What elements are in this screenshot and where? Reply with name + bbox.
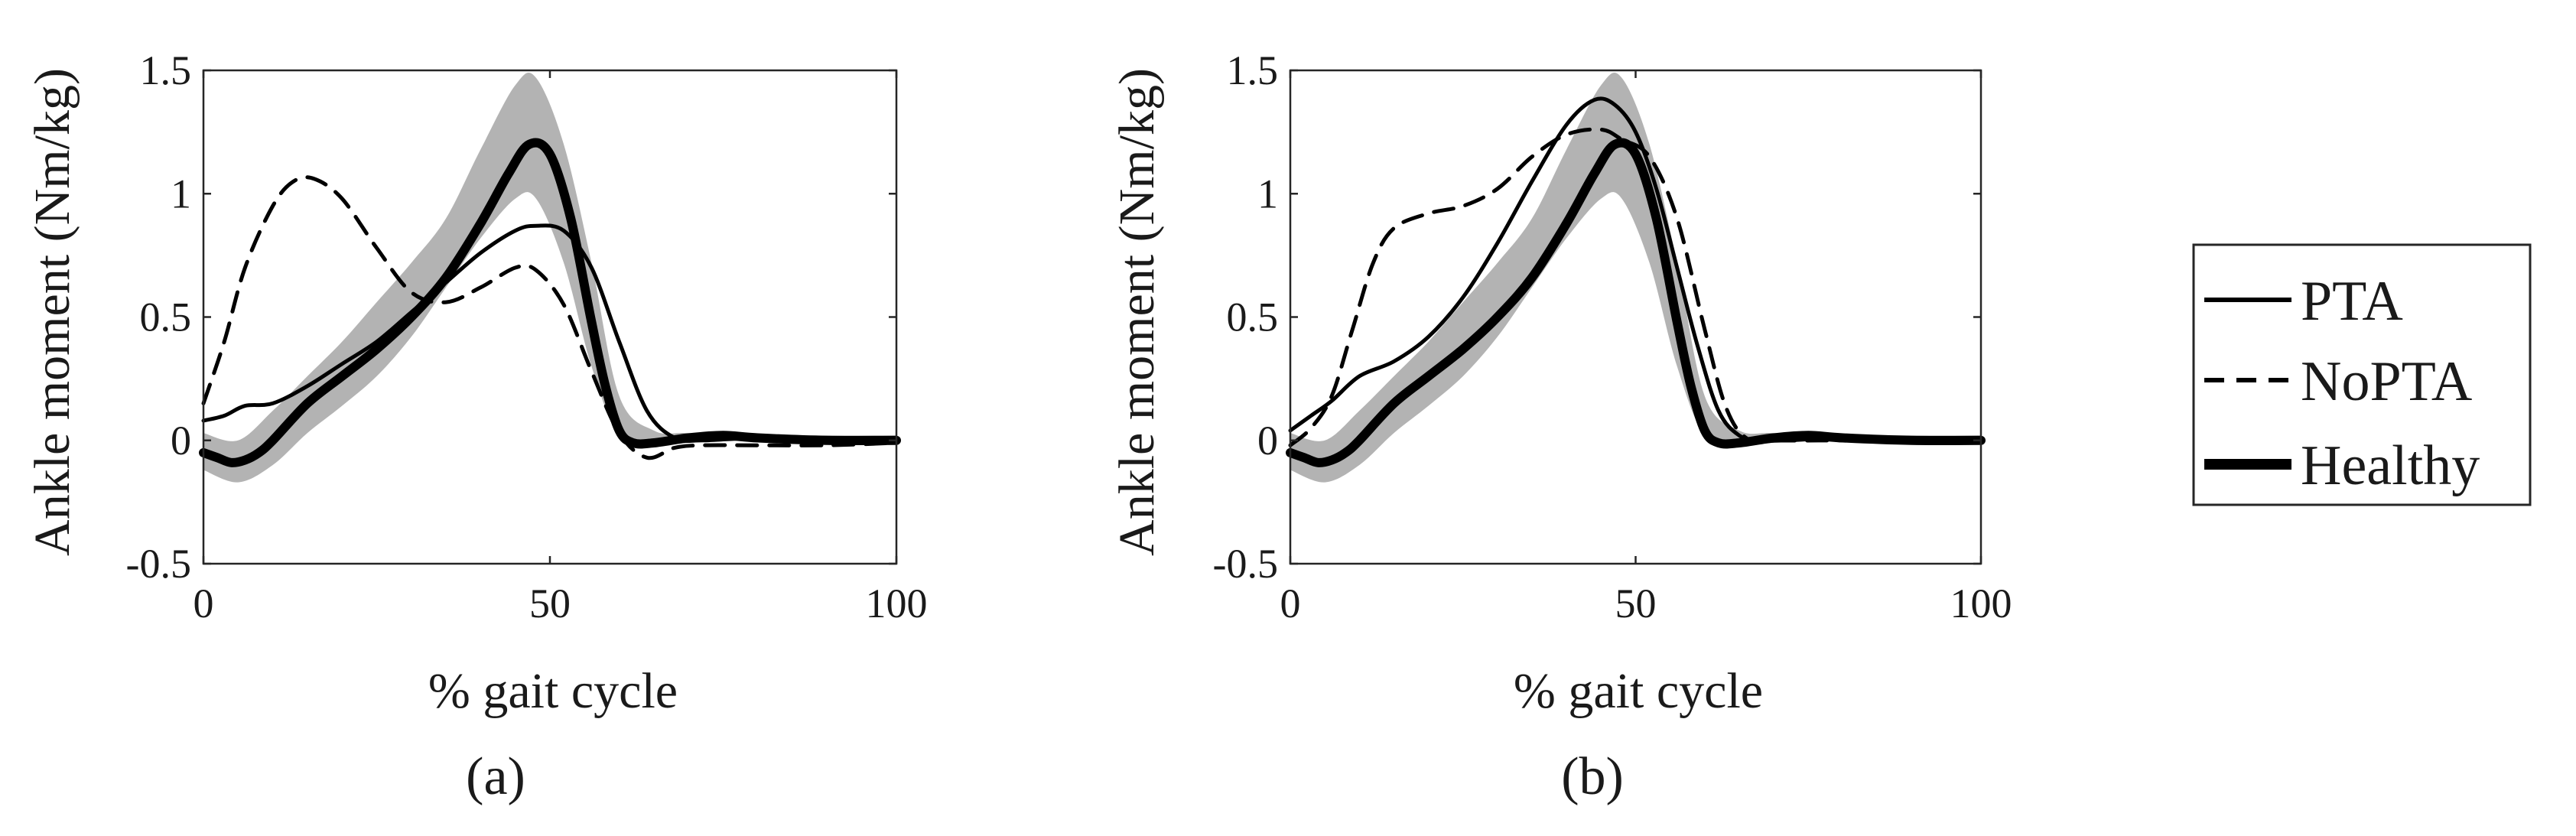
xtick-label-a-1: 50 — [529, 581, 571, 626]
ylabel-a: Ankle moment (Nm/kg) — [24, 68, 80, 556]
series-line-nopta-b — [1288, 127, 1983, 447]
series-line-healthy-b — [1286, 138, 1986, 467]
ytick-label-a-3: 1 — [171, 171, 191, 216]
xlabel-b: % gait cycle — [1514, 663, 1763, 719]
ytick-label-a-2: 0.5 — [140, 294, 192, 340]
xtick-label-b-1: 50 — [1615, 581, 1657, 626]
xtick-label-b-2: 100 — [1950, 581, 2012, 626]
panel-label-a: (a) — [466, 747, 525, 806]
ytick-label-b-0: -0.5 — [1213, 541, 1278, 587]
xtick-label-b-0: 0 — [1280, 581, 1301, 626]
xlabel-a: % gait cycle — [428, 663, 678, 719]
series-line-healthy-a — [199, 138, 901, 467]
chart-panel-b: Ankle moment (Nm/kg) % gait cycle (b) 0 5… — [1109, 47, 2012, 806]
xtick-label-a-0: 0 — [194, 581, 214, 626]
ytick-label-a-4: 1.5 — [140, 47, 192, 93]
legend: PTA NoPTA Healthy — [2192, 243, 2532, 506]
healthy-band-a — [203, 72, 896, 483]
chart-panel-a: Ankle moment (Nm/kg) % gait cycle (a) 0 5… — [24, 47, 928, 806]
series-line-nopta-a — [201, 175, 899, 460]
ytick-label-a-1: 0 — [171, 418, 191, 464]
ytick-label-b-4: 1.5 — [1227, 47, 1279, 93]
ytick-label-a-0: -0.5 — [126, 541, 191, 587]
legend-label-healthy: Healthy — [2301, 434, 2480, 497]
panel-label-b: (b) — [1561, 747, 1624, 806]
ytick-label-b-1: 0 — [1257, 418, 1278, 464]
xtick-label-a-2: 100 — [866, 581, 928, 626]
ytick-label-b-2: 0.5 — [1227, 294, 1279, 340]
ylabel-b: Ankle moment (Nm/kg) — [1109, 68, 1165, 556]
legend-label-pta: PTA — [2301, 270, 2403, 333]
legend-box — [2192, 243, 2532, 506]
legend-label-nopta: NoPTA — [2301, 350, 2472, 413]
ytick-label-b-3: 1 — [1257, 171, 1278, 216]
